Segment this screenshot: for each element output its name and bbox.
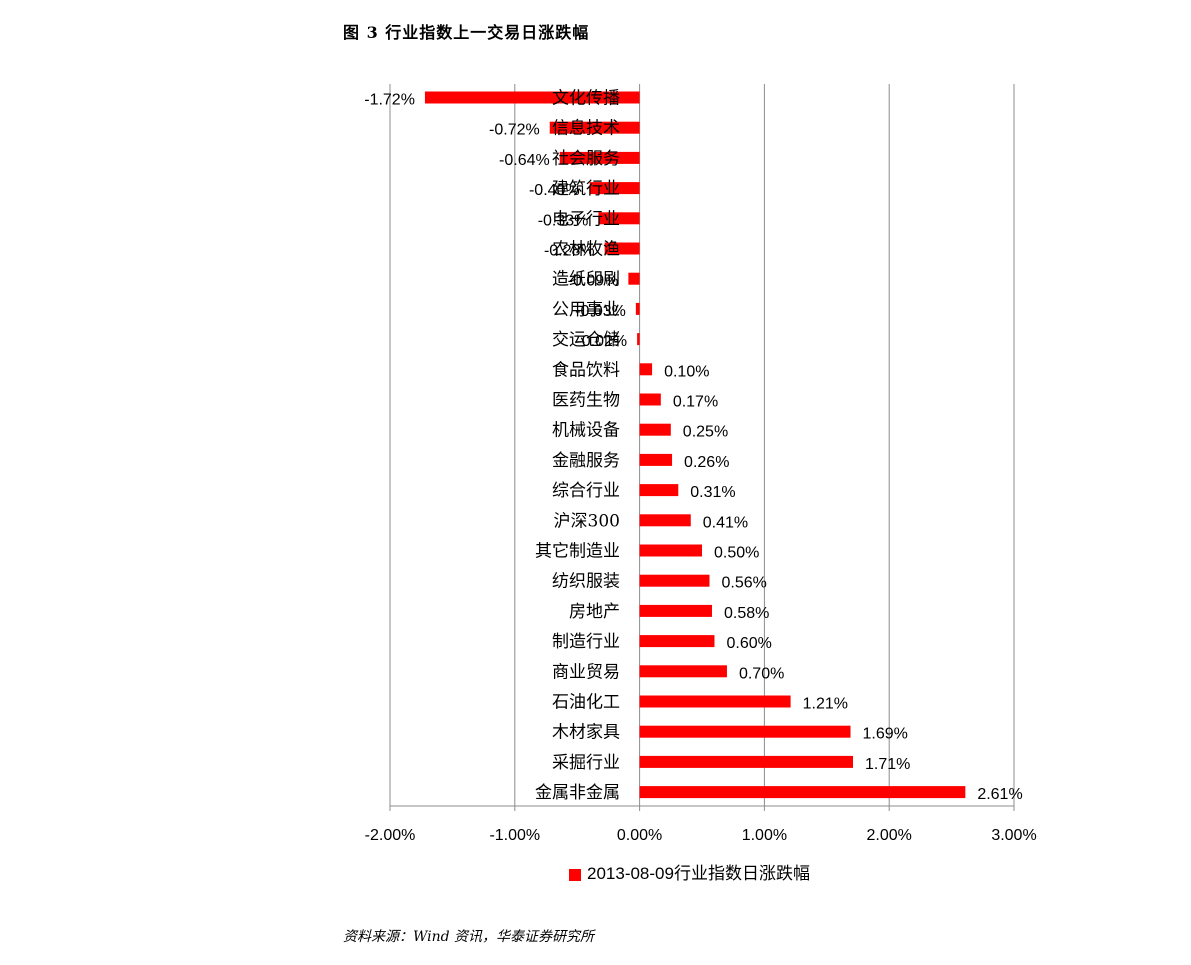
category-label: 金融服务 bbox=[552, 451, 620, 471]
bar bbox=[589, 182, 640, 195]
bar bbox=[639, 514, 691, 527]
category-label: 建筑行业 bbox=[552, 179, 620, 199]
bars bbox=[424, 91, 966, 799]
bar bbox=[639, 484, 679, 497]
bar bbox=[639, 393, 661, 406]
category-label: 房地产 bbox=[569, 602, 620, 622]
value-label: -1.72% bbox=[364, 92, 415, 109]
category-label: 机械设备 bbox=[552, 421, 620, 441]
bar bbox=[549, 121, 640, 134]
bar bbox=[639, 363, 653, 376]
value-label: 0.25% bbox=[683, 424, 728, 441]
bar bbox=[639, 423, 671, 436]
category-label: 金属非金属 bbox=[535, 783, 620, 803]
bar bbox=[639, 755, 854, 768]
category-label: 公用事业 bbox=[552, 300, 620, 320]
legend-swatch bbox=[569, 869, 581, 881]
bar bbox=[639, 574, 710, 587]
category-label: 木材家具 bbox=[552, 723, 620, 743]
x-tick-label: -2.00% bbox=[365, 827, 416, 844]
bar bbox=[639, 635, 715, 648]
bar bbox=[639, 453, 673, 466]
bar bbox=[639, 544, 702, 557]
category-label: 农林牧渔 bbox=[552, 240, 620, 260]
bar bbox=[424, 91, 640, 104]
figure-title: 图 3 行业指数上一交易日涨跌幅 bbox=[343, 23, 590, 42]
bar bbox=[639, 725, 851, 738]
bar bbox=[639, 665, 727, 678]
value-label: -0.33% bbox=[538, 212, 589, 229]
category-label: 采掘行业 bbox=[552, 753, 620, 773]
source-note: 资料来源：Wind 资讯，华泰证券研究所 bbox=[343, 929, 595, 945]
category-label: 医药生物 bbox=[552, 391, 620, 411]
value-label: 0.41% bbox=[703, 514, 748, 531]
category-label: 食品饮料 bbox=[552, 360, 620, 380]
gridlines bbox=[389, 84, 1015, 807]
category-label: 社会服务 bbox=[552, 149, 620, 169]
bar bbox=[598, 212, 640, 225]
bar bbox=[639, 604, 712, 617]
x-tick-label: 2.00% bbox=[867, 827, 912, 844]
category-label: 交运仓储 bbox=[552, 330, 620, 350]
value-label: -0.64% bbox=[499, 152, 550, 169]
category-label: 商业贸易 bbox=[552, 662, 620, 682]
value-label: 0.58% bbox=[724, 605, 769, 622]
category-label: 综合行业 bbox=[552, 481, 620, 501]
bar bbox=[628, 272, 640, 285]
category-label: 文化传播 bbox=[552, 89, 620, 109]
x-tick-label: -1.00% bbox=[489, 827, 540, 844]
category-label: 造纸印刷 bbox=[552, 270, 620, 290]
x-tick-label: 0.00% bbox=[617, 827, 662, 844]
x-tick-label: 3.00% bbox=[991, 827, 1036, 844]
value-label: 0.31% bbox=[690, 484, 735, 501]
value-label: -0.03% bbox=[575, 303, 626, 320]
bar bbox=[559, 151, 640, 164]
value-label: 0.60% bbox=[726, 635, 771, 652]
value-label: 0.50% bbox=[714, 545, 759, 562]
category-label: 沪深300 bbox=[554, 511, 620, 531]
bar bbox=[604, 242, 640, 255]
value-label: 1.21% bbox=[803, 696, 848, 713]
bar bbox=[637, 333, 640, 346]
legend-label: 2013-08-09行业指数日涨跌幅 bbox=[587, 864, 810, 883]
value-label: 0.17% bbox=[673, 394, 718, 411]
category-label: 其它制造业 bbox=[535, 542, 620, 562]
category-label: 制造行业 bbox=[552, 632, 620, 652]
legend: 2013-08-09行业指数日涨跌幅 bbox=[569, 864, 810, 883]
value-label: 0.70% bbox=[739, 665, 784, 682]
x-tick-label: 1.00% bbox=[742, 827, 787, 844]
bar bbox=[639, 695, 791, 708]
value-label: 0.10% bbox=[664, 363, 709, 380]
value-label: 1.69% bbox=[863, 726, 908, 743]
value-label: -0.28% bbox=[544, 243, 595, 260]
value-label: 2.61% bbox=[977, 786, 1022, 803]
value-label: -0.02% bbox=[576, 333, 627, 350]
bar bbox=[639, 786, 966, 799]
value-label: 0.56% bbox=[721, 575, 766, 592]
value-label: 1.71% bbox=[865, 756, 910, 773]
category-labels: 文化传播信息技术社会服务建筑行业电子行业农林牧渔造纸印刷公用事业交运仓储食品饮料… bbox=[535, 89, 620, 804]
value-label: -0.09% bbox=[568, 273, 619, 290]
value-label: -0.40% bbox=[529, 182, 580, 199]
value-label: 0.26% bbox=[684, 454, 729, 471]
category-label: 纺织服装 bbox=[552, 572, 620, 592]
category-label: 石油化工 bbox=[552, 693, 620, 713]
value-labels: -1.72% -0.72% -0.64% -0.40% -0.33% -0.28% -0.0… bbox=[364, 92, 1022, 804]
category-label: 电子行业 bbox=[552, 209, 620, 229]
value-label: -0.72% bbox=[489, 122, 540, 139]
bar bbox=[635, 302, 640, 315]
x-axis-ticks: -2.00% -1.00% 0.00% 1.00% 2.00% 3.00% bbox=[365, 806, 1037, 844]
category-label: 信息技术 bbox=[552, 119, 620, 139]
